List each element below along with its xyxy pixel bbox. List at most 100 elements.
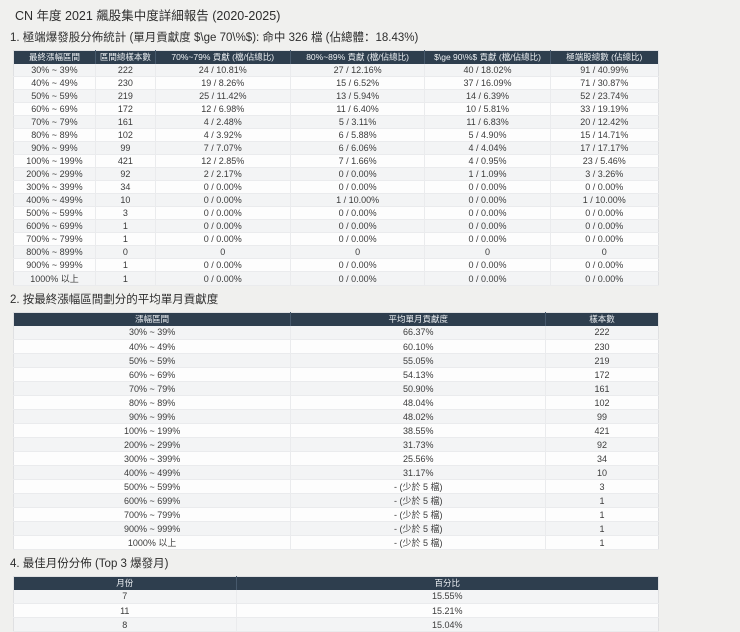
table-cell: 300% ~ 399%	[13, 451, 292, 466]
table-row: 600% ~ 699% 1 0 / 0.00% 0 / 0.00% 0 / 0.00% 0…	[13, 219, 659, 233]
table-cell: 800% ~ 899%	[13, 245, 96, 259]
col-header-avg-monthly-contribution: 平均單月貢獻度	[290, 312, 547, 326]
table-cell: 11	[13, 603, 237, 618]
table-row: 50% ~ 59% 219 25 / 11.42% 13 / 5.94% 14 / 6.…	[13, 89, 659, 103]
table-row: 900% ~ 999% 1 0 / 0.00% 0 / 0.00% 0 / 0.00% 0…	[13, 258, 659, 272]
table-cell: 0	[424, 245, 551, 259]
table-cell: 7 / 1.66%	[290, 154, 426, 168]
table-cell: 11 / 6.83%	[424, 115, 551, 129]
table-cell: 90% ~ 99%	[13, 409, 292, 424]
table-row: 30% ~ 39% 66.37% 222	[13, 325, 659, 340]
table-cell: 1	[95, 219, 156, 233]
table-cell: 0 / 0.00%	[550, 271, 659, 286]
table-cell: 1	[95, 271, 156, 286]
table-cell: 0 / 0.00%	[155, 232, 291, 246]
table-cell: 12 / 6.98%	[155, 102, 291, 116]
table-header-row: 月份 百分比	[13, 576, 659, 590]
table-row: 50% ~ 59% 55.05% 219	[13, 353, 659, 368]
table-cell: 0 / 0.00%	[155, 219, 291, 233]
col-header-month: 月份	[13, 576, 237, 590]
col-header-sample-count: 區間總樣本數	[95, 50, 156, 64]
table-cell: 20 / 12.42%	[550, 115, 659, 129]
table-cell: 52 / 23.74%	[550, 89, 659, 103]
table-cell: 27 / 12.16%	[290, 63, 426, 77]
table-cell: 15 / 6.52%	[290, 76, 426, 90]
table-cell: 50% ~ 59%	[13, 89, 96, 103]
table-cell: 0 / 0.00%	[290, 258, 426, 272]
table-cell: 0 / 0.00%	[155, 193, 291, 207]
table-cell: 400% ~ 499%	[13, 465, 292, 480]
table-cell: 4 / 4.04%	[424, 141, 551, 155]
table-cell: 71 / 30.87%	[550, 76, 659, 90]
table-row: 60% ~ 69% 172 12 / 6.98% 11 / 6.40% 10 / 5.8…	[13, 102, 659, 116]
table-cell: 4 / 0.95%	[424, 154, 551, 168]
table-cell: 600% ~ 699%	[13, 219, 96, 233]
table-cell: 0 / 0.00%	[290, 232, 426, 246]
table-cell: 0 / 0.00%	[290, 219, 426, 233]
table-cell: 31.17%	[290, 465, 547, 480]
table-row: 80% ~ 89% 102 4 / 3.92% 6 / 5.88% 5 / 4.90% 1…	[13, 128, 659, 142]
table-cell: 0 / 0.00%	[550, 232, 659, 246]
table-cell: 15 / 14.71%	[550, 128, 659, 142]
table-cell: - (少於 5 檔)	[290, 479, 547, 494]
table-cell: 37 / 16.09%	[424, 76, 551, 90]
section2-heading: 2. 按最終漲幅區間劃分的平均單月貢獻度	[10, 294, 219, 306]
table-cell: 1 / 10.00%	[290, 193, 426, 207]
table-cell: 0 / 0.00%	[424, 232, 551, 246]
table-cell: 40% ~ 49%	[13, 76, 96, 90]
table-cell: 48.04%	[290, 395, 547, 410]
table-cell: 31.73%	[290, 437, 547, 452]
table-cell: 4 / 2.48%	[155, 115, 291, 129]
report-title: CN 年度 2021 飆股集中度詳細報告 (2020-2025)	[15, 9, 281, 23]
table-row: 700% ~ 799% - (少於 5 檔) 1	[13, 507, 659, 522]
table-cell: 30% ~ 39%	[13, 325, 292, 340]
table-row: 60% ~ 69% 54.13% 172	[13, 367, 659, 382]
table-row: 40% ~ 49% 60.10% 230	[13, 339, 659, 354]
table-cell: 230	[95, 76, 156, 90]
table-cell: - (少於 5 檔)	[290, 521, 547, 536]
table-row: 200% ~ 299% 31.73% 92	[13, 437, 659, 452]
table-cell: 0 / 0.00%	[424, 271, 551, 286]
table-cell: 0	[95, 245, 156, 259]
table-row: 90% ~ 99% 48.02% 99	[13, 409, 659, 424]
extreme-burst-distribution-table: 最終漲幅區間 區間總樣本數 70%~79% 貢獻 (檔/佔總比) 80%~89%…	[13, 50, 659, 286]
table-cell: 13 / 5.94%	[290, 89, 426, 103]
table-cell: 0 / 0.00%	[550, 219, 659, 233]
table-cell: 3	[95, 206, 156, 220]
table-cell: 0	[290, 245, 426, 259]
table-cell: 12 / 2.85%	[155, 154, 291, 168]
table-cell: 7	[13, 589, 237, 604]
table-row: 70% ~ 79% 161 4 / 2.48% 5 / 3.11% 11 / 6.83%…	[13, 115, 659, 129]
table-cell: 11 / 6.40%	[290, 102, 426, 116]
table-cell: 222	[545, 325, 659, 340]
table-cell: 10	[95, 193, 156, 207]
table-cell: 0 / 0.00%	[550, 180, 659, 194]
table-cell: 91 / 40.99%	[550, 63, 659, 77]
table-row: 90% ~ 99% 99 7 / 7.07% 6 / 6.06% 4 / 4.04% 17…	[13, 141, 659, 155]
table-row: 400% ~ 499% 31.17% 10	[13, 465, 659, 480]
table-row: 1000% 以上 1 0 / 0.00% 0 / 0.00% 0 / 0.00% 0 / …	[13, 271, 659, 286]
table-cell: 90% ~ 99%	[13, 141, 96, 155]
table-cell: 34	[545, 451, 659, 466]
table-cell: 6 / 6.06%	[290, 141, 426, 155]
table-row: 800% ~ 899% 0 0 0 0 0	[13, 245, 659, 259]
table-row: 100% ~ 199% 38.55% 421	[13, 423, 659, 438]
table-cell: 80% ~ 89%	[13, 395, 292, 410]
table-cell: 50% ~ 59%	[13, 353, 292, 368]
col-header-samples: 樣本數	[545, 312, 659, 326]
table-cell: 0	[155, 245, 291, 259]
table-row: 300% ~ 399% 34 0 / 0.00% 0 / 0.00% 0 / 0.00%…	[13, 180, 659, 194]
table-cell: 34	[95, 180, 156, 194]
table-row: 200% ~ 299% 92 2 / 2.17% 0 / 0.00% 1 / 1.09%…	[13, 167, 659, 181]
table-cell: 500% ~ 599%	[13, 206, 96, 220]
table-row: 8 15.04%	[13, 617, 659, 632]
table-cell: 0 / 0.00%	[424, 180, 551, 194]
table-cell: 19 / 8.26%	[155, 76, 291, 90]
table-cell: 1	[95, 232, 156, 246]
table-cell: 1	[545, 507, 659, 522]
table-header-row: 漲幅區間 平均單月貢獻度 樣本數	[13, 312, 659, 326]
best-month-distribution-table: 月份 百分比 7 15.55% 11 15.21% 8 15.04%	[13, 576, 659, 632]
table-cell: 0 / 0.00%	[424, 206, 551, 220]
table-row: 700% ~ 799% 1 0 / 0.00% 0 / 0.00% 0 / 0.00% 0…	[13, 232, 659, 246]
table-cell: 10	[545, 465, 659, 480]
